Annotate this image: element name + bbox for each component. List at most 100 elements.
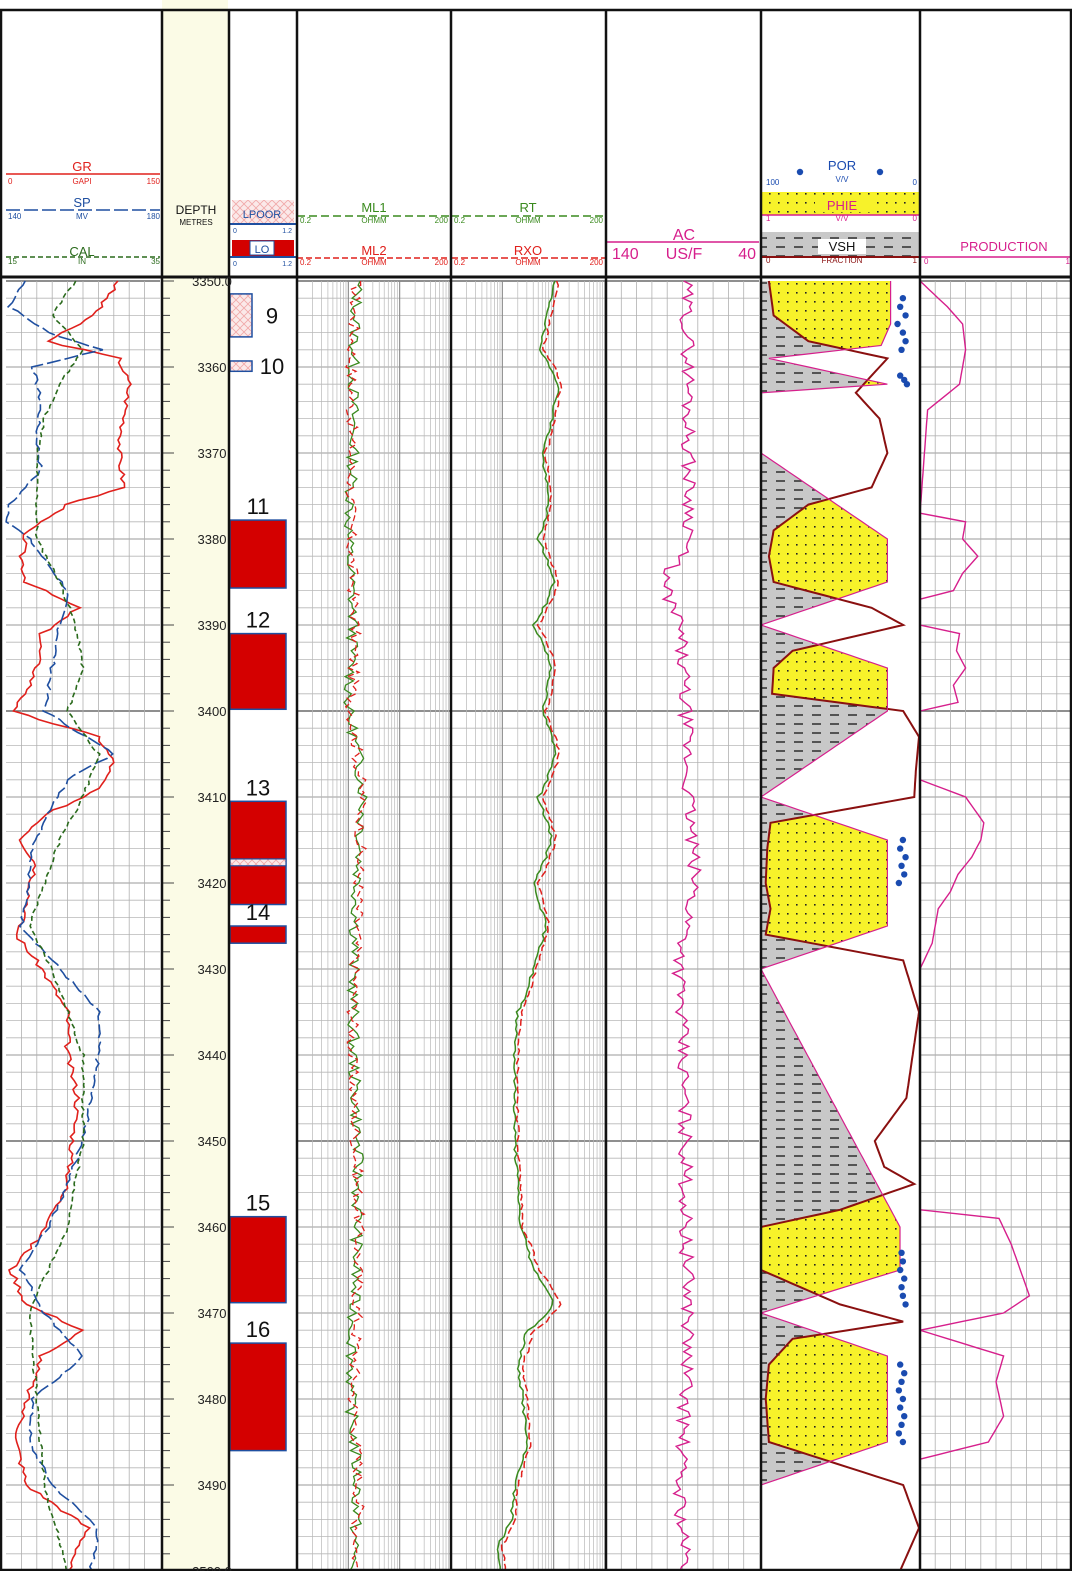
depth-label: 3470 [198, 1306, 227, 1321]
interval-poor-block [229, 858, 287, 867]
interval-label: 14 [246, 900, 270, 925]
lpoor-curve-name: LPOOR [243, 209, 282, 221]
ac-scale-right: 40 [738, 246, 756, 263]
por-sample-point [903, 381, 911, 388]
vsh-scale-left: 0 [766, 256, 771, 265]
depth-label: 3500.0 [192, 1564, 232, 1571]
phie-scale-left: 1 [766, 214, 771, 223]
gr-curve [8, 280, 132, 1571]
por-sample-point [899, 1292, 907, 1300]
production-scale-left: 0 [924, 257, 929, 266]
por-scale-right: 0 [913, 178, 918, 187]
depth-label: 3430 [198, 962, 227, 977]
phie-header-label-bg [815, 197, 871, 212]
phie-scale-right: 0 [913, 214, 918, 223]
rt-scale-right: 200 [590, 216, 604, 225]
depth-label: 3390 [198, 618, 227, 633]
ac-scale-left: 140 [612, 246, 639, 263]
interval-label: 11 [247, 494, 270, 519]
por-legend-dot [796, 168, 804, 176]
lo-scale-right: 1.2 [282, 261, 292, 268]
rxo-scale-left: 0.2 [454, 258, 466, 267]
interval-label: 16 [246, 1317, 270, 1342]
rxo-curve [500, 280, 563, 1571]
rxo-curve-name: RXO [514, 243, 542, 258]
depth-track-unit: METRES [179, 218, 212, 227]
depth-label: 3440 [198, 1048, 227, 1063]
hydrocarbon-fill [761, 281, 919, 1571]
phie-curve-unit: V/V [836, 214, 850, 223]
ml1-curve-name: ML1 [361, 200, 386, 215]
por-sample-point [895, 1430, 903, 1437]
sp-scale-left: 140 [8, 212, 22, 221]
por-sample-point [902, 312, 909, 319]
por-sample-point [902, 1301, 909, 1308]
ac-curve-unit: US/F [666, 246, 703, 263]
ml2-scale-right: 200 [435, 258, 449, 267]
interval-block [229, 519, 287, 589]
ml1-scale-right: 200 [435, 216, 449, 225]
por-sample-point [896, 1404, 904, 1411]
rxo-scale-right: 200 [590, 258, 604, 267]
por-curve-name: POR [828, 158, 856, 173]
depth-track-name: DEPTH [176, 203, 217, 217]
interval-label: 10 [260, 354, 284, 379]
lpoor-scale-right: 1.2 [282, 228, 292, 235]
vsh-fill [761, 281, 919, 1571]
rt-curve [496, 280, 560, 1571]
por-sample-point [896, 1266, 904, 1274]
por-sample-point [901, 1275, 908, 1282]
por-sample-point [901, 1370, 908, 1377]
depth-label: 3380 [198, 532, 227, 547]
interval-block [229, 1342, 287, 1452]
depth-label: 3460 [198, 1220, 227, 1235]
interval-block [229, 632, 287, 711]
por-sample-point [896, 303, 904, 310]
ml2-scale-left: 0.2 [300, 258, 312, 267]
rt-curve-unit: OHMM [515, 216, 541, 225]
interval-label: 15 [246, 1191, 270, 1216]
sp-curve-name: SP [73, 195, 90, 210]
por-curve-unit: V/V [836, 175, 850, 184]
interval-label: 12 [246, 608, 270, 633]
interval-block [229, 800, 287, 906]
lo-curve-name: LO [255, 244, 270, 256]
ml2-curve-name: ML2 [361, 243, 386, 258]
gr-scale-right: 150 [147, 177, 161, 186]
sp-curve [5, 280, 114, 1571]
depth-label: 3370 [198, 446, 227, 461]
lo-header-label-box [249, 240, 275, 256]
depth-label: 3410 [198, 790, 227, 805]
lpoor-scale-left: 0 [233, 228, 237, 235]
gr-curve-name: GR [72, 159, 92, 174]
interval-block [229, 360, 253, 373]
por-sample-point [898, 1249, 905, 1257]
interval-block [229, 925, 287, 944]
rt-curve-name: RT [519, 200, 536, 215]
ac-curve [661, 280, 702, 1571]
por-scale-left: 100 [766, 178, 780, 187]
por-sample-point [898, 1284, 905, 1291]
por-sample-point [899, 1395, 907, 1403]
vsh-curve-unit: FRACTION [822, 256, 863, 265]
por-sample-point [899, 295, 907, 302]
sp-scale-right: 180 [147, 212, 161, 221]
interval-block [229, 1215, 287, 1304]
por-sample-point [901, 871, 908, 878]
vsh-curve [760, 280, 921, 1571]
por-sample-point [899, 836, 907, 844]
ac-curve-name: AC [673, 227, 695, 244]
ml2-curve [344, 280, 368, 1571]
vsh-header-label-bg [818, 239, 866, 254]
depth-label: 3420 [198, 876, 227, 891]
interval-label: 9 [266, 303, 278, 328]
rxo-curve-unit: OHMM [515, 258, 541, 267]
por-sample-point [901, 1413, 908, 1420]
por-sample-point [895, 1387, 903, 1394]
por-sample-point [894, 320, 901, 328]
ml2-curve-unit: OHMM [361, 258, 387, 267]
depth-label: 3360 [198, 360, 227, 375]
por-sample-point [899, 1258, 907, 1265]
depth-label: 3480 [198, 1392, 227, 1407]
